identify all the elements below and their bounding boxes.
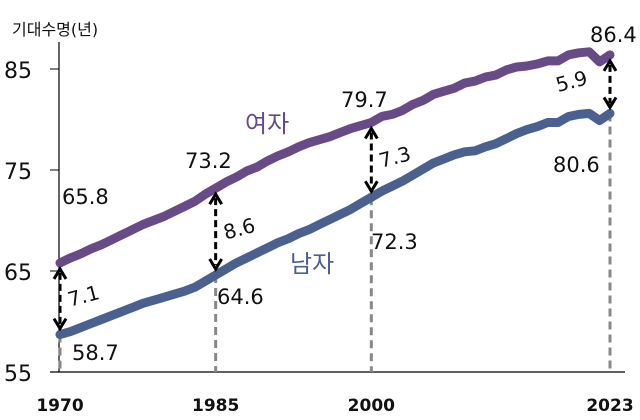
legend-male: 남자: [290, 250, 334, 278]
arrow-head-up: [602, 57, 618, 72]
x-tick-label: 1970: [36, 396, 83, 416]
arrow-head-down: [52, 317, 68, 332]
x-tick-label: 1985: [192, 396, 239, 416]
male-value-label: 64.6: [217, 285, 264, 309]
y-tick-label: 75: [4, 160, 32, 185]
gap-label: 8.6: [221, 213, 258, 244]
arrow-head-up: [364, 125, 379, 140]
male-line: [55, 108, 615, 340]
arrow-head-up: [208, 191, 223, 205]
arrow-head-up: [52, 266, 68, 280]
male-value-label: 72.3: [371, 230, 418, 254]
legend-female: 여자: [245, 110, 289, 138]
y-tick-label: 55: [4, 362, 32, 387]
arrow-head-down: [602, 96, 618, 111]
female-value-label: 79.7: [341, 88, 388, 112]
x-tick-label: 2000: [348, 396, 395, 416]
y-axis-title: 기대수명(년): [12, 20, 98, 39]
x-tick-label: 2023: [586, 396, 633, 416]
male-value-label: 80.6: [553, 153, 600, 177]
female-value-label: 86.4: [590, 23, 637, 47]
female-value-label: 73.2: [185, 149, 232, 173]
gap-label: 7.1: [65, 280, 102, 311]
female-line: [55, 47, 615, 268]
gap-label: 5.9: [553, 66, 590, 97]
gap-label: 7.3: [376, 141, 413, 172]
arrow-head-down: [364, 180, 379, 195]
male-value-label: 58.7: [72, 341, 119, 365]
y-tick-label: 65: [4, 261, 32, 286]
female-value-label: 65.8: [62, 185, 109, 209]
y-tick-label: 85: [4, 59, 32, 84]
arrow-head-down: [208, 258, 223, 272]
